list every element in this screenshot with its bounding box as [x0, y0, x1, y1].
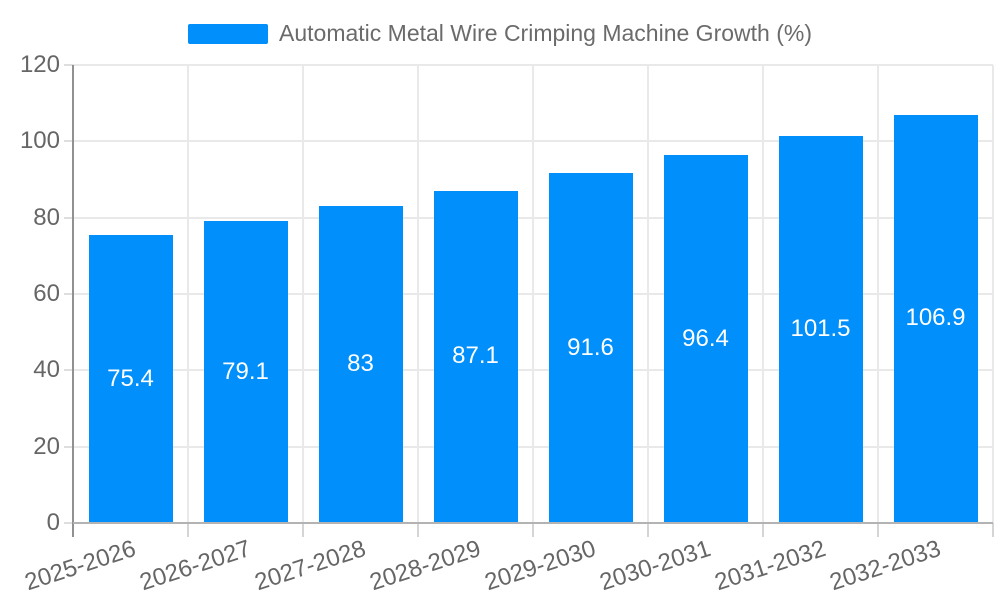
x-axis-tick-label: 2030-2031: [596, 535, 714, 597]
chart-legend[interactable]: Automatic Metal Wire Crimping Machine Gr…: [0, 20, 1000, 47]
y-axis-tick: [64, 140, 73, 143]
x-axis-tick-label: 2026-2027: [136, 535, 254, 597]
x-axis-tick: [302, 523, 304, 537]
bar-2032-2033[interactable]: 106.9: [893, 114, 978, 522]
gridline-vertical: [302, 65, 304, 523]
bar-value-label: 106.9: [905, 304, 966, 332]
bar-value-label: 87.1: [452, 342, 499, 370]
x-axis-tick-label: 2031-2032: [711, 535, 829, 597]
y-axis-tick: [64, 522, 73, 524]
bar-2027-2028[interactable]: 83: [318, 206, 403, 522]
x-axis-tick-label: 2027-2028: [251, 535, 369, 597]
y-axis-tick-label: 60: [33, 280, 60, 307]
y-axis-tick-label: 120: [19, 51, 60, 78]
y-axis-tick: [64, 216, 73, 219]
x-axis-tick: [647, 523, 649, 537]
x-axis-tick: [417, 523, 419, 537]
y-axis-tick-label: 40: [33, 356, 60, 384]
x-axis-tick-label: 2025-2026: [21, 535, 139, 597]
gridline-vertical: [762, 65, 764, 523]
bar-2026-2027[interactable]: 79.1: [203, 221, 288, 522]
bar-value-label: 96.4: [682, 324, 729, 352]
y-axis-tick-label: 20: [33, 432, 60, 460]
x-axis-tick-label: 2028-2029: [366, 535, 484, 597]
bar-2029-2030[interactable]: 91.6: [548, 173, 633, 522]
x-axis-tick: [992, 523, 994, 537]
y-axis-tick-label: 0: [46, 509, 60, 536]
x-axis-tick: [762, 523, 764, 537]
gridline-vertical: [877, 65, 879, 523]
bar-2025-2026[interactable]: 75.4: [88, 235, 173, 522]
bar-2028-2029[interactable]: 87.1: [433, 190, 518, 522]
x-axis-tick-label: 2032-2033: [826, 535, 944, 597]
bar-value-label: 83: [347, 350, 374, 378]
x-axis-tick: [187, 523, 189, 537]
y-axis-tick: [64, 445, 73, 448]
x-axis-line: [73, 522, 993, 524]
bar-value-label: 75.4: [107, 364, 154, 392]
y-axis-tick: [64, 293, 73, 295]
bar-value-label: 101.5: [790, 314, 851, 342]
bar-2030-2031[interactable]: 96.4: [663, 155, 748, 522]
legend-label: Automatic Metal Wire Crimping Machine Gr…: [279, 20, 812, 46]
bar-value-label: 79.1: [222, 357, 269, 385]
x-axis-tick-label: 2029-2030: [481, 535, 599, 597]
gridline-vertical: [417, 65, 419, 523]
y-axis-tick: [64, 64, 73, 66]
gridline-vertical: [992, 65, 994, 523]
legend-swatch: [188, 23, 268, 44]
x-axis-tick: [532, 523, 534, 537]
gridline-vertical: [647, 65, 649, 523]
gridline-vertical: [532, 65, 534, 523]
y-axis-tick-label: 100: [19, 127, 60, 155]
y-axis-tick-label: 80: [33, 203, 60, 231]
bar-value-label: 91.6: [567, 333, 614, 361]
x-axis-tick: [877, 523, 879, 537]
bar-2031-2032[interactable]: 101.5: [778, 135, 863, 522]
y-axis-line: [72, 65, 74, 537]
gridline-vertical: [187, 65, 189, 523]
y-axis-tick: [64, 369, 73, 372]
